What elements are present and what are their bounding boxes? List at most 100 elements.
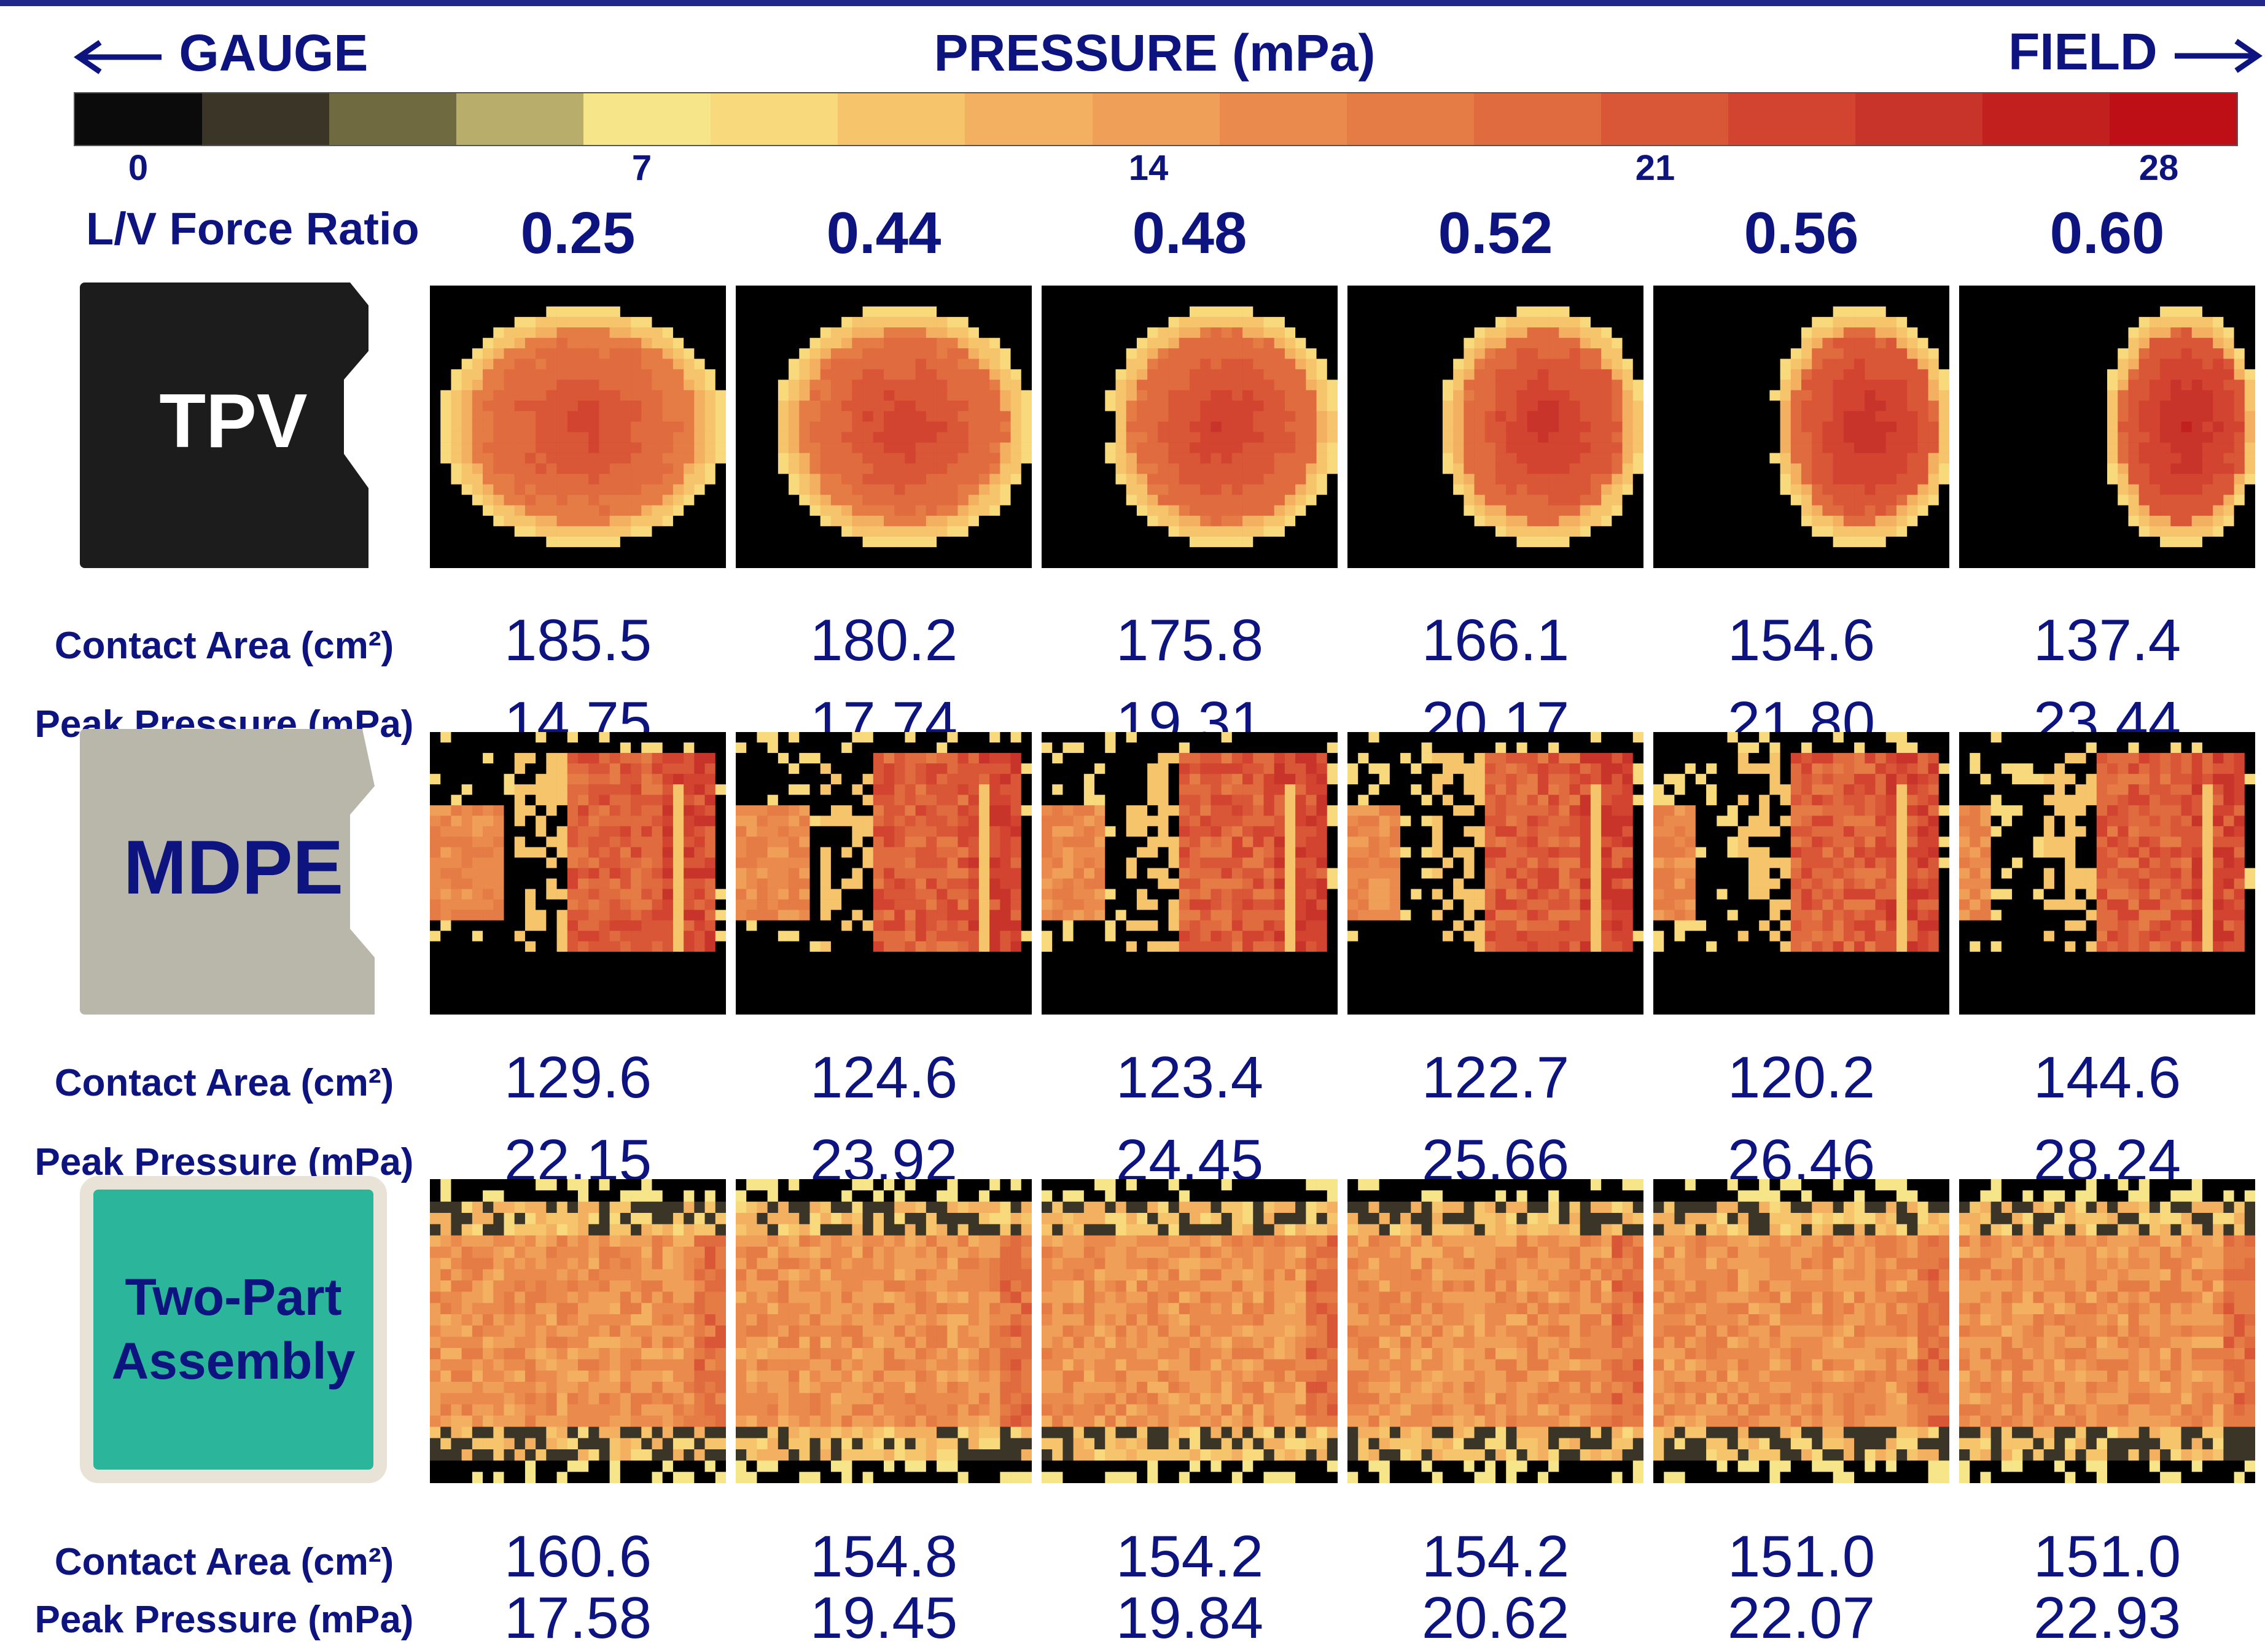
heatmap-cell (2044, 547, 2055, 558)
heatmap-cell (1959, 432, 1970, 443)
heatmap-cell (1685, 286, 1696, 296)
heatmap-cell (430, 847, 441, 857)
heatmap-cell (1664, 348, 1675, 359)
heatmap-cell (2223, 317, 2234, 327)
heatmap-cell (1485, 286, 1496, 296)
heatmap-cell (2150, 338, 2161, 348)
heatmap-cell (641, 805, 652, 816)
heatmap-cell (1780, 474, 1791, 485)
heatmap-cell (1991, 390, 2002, 400)
heatmap-cell (789, 505, 800, 516)
heatmap-cell (525, 816, 536, 826)
heatmap-cell (2075, 317, 2086, 327)
heatmap-cell (546, 816, 557, 826)
heatmap-cell (937, 443, 948, 453)
heatmap-cell (610, 443, 621, 453)
heatmap-cell (799, 485, 810, 495)
heatmap-cell (610, 732, 621, 742)
heatmap-cell (1200, 495, 1211, 505)
heatmap-cell (1559, 495, 1570, 505)
heatmap-cell (1390, 505, 1401, 516)
heatmap-cell (1158, 286, 1169, 296)
heatmap-cell (2128, 526, 2139, 537)
heatmap-cell (1812, 495, 1823, 505)
heatmap-cell (1158, 474, 1169, 485)
heatmap-cell (1042, 432, 1053, 443)
heatmap-cell (852, 432, 863, 443)
heatmap-cell (2012, 390, 2023, 400)
heatmap-cell (768, 474, 779, 485)
heatmap-cell (2054, 317, 2065, 327)
heatmap-cell (684, 753, 695, 763)
heatmap-cell (1865, 537, 1876, 547)
heatmap-cell (1970, 485, 1981, 495)
heatmap-cell (1548, 505, 1559, 516)
heatmap-cell (1485, 421, 1496, 432)
heatmap-cell (1928, 421, 1939, 432)
heatmap-cell (715, 795, 726, 805)
heatmap-cell (1664, 516, 1675, 526)
heatmap-cell (1538, 390, 1549, 400)
heatmap-cell (736, 359, 747, 369)
heatmap-cell (1116, 526, 1127, 537)
heatmap-cell (1317, 474, 1328, 485)
heatmap-cell (1190, 547, 1201, 558)
heatmap-cell (1527, 296, 1538, 306)
heatmap-cell (430, 443, 441, 453)
gauge-label: GAUGE (72, 23, 368, 83)
heatmap-cell (2139, 421, 2150, 432)
heatmap-cell (525, 390, 536, 400)
heatmap-cell (2065, 474, 2076, 485)
heatmap-cell (546, 537, 557, 547)
heatmap-cell (1791, 411, 1802, 421)
heatmap-cell (1633, 327, 1643, 338)
heatmap-cell (1897, 432, 1908, 443)
heatmap-cell (1685, 443, 1696, 453)
heatmap-cell (663, 868, 674, 878)
heatmap-cell (578, 495, 589, 505)
heatmap-cell (1021, 526, 1032, 537)
heatmap-cell (1126, 474, 1137, 485)
heatmap-cell (1538, 400, 1549, 411)
heatmap-cell (1653, 432, 1664, 443)
heatmap-cell (546, 805, 557, 816)
heatmap-cell (1917, 558, 1928, 568)
heatmap-cell (451, 784, 462, 795)
heatmap-cell (863, 400, 874, 411)
heatmap-cell (652, 359, 663, 369)
heatmap-cell (2192, 390, 2203, 400)
heatmap-cell (1485, 526, 1496, 537)
heatmap-cell (1865, 369, 1876, 380)
heatmap-cell (451, 742, 462, 753)
heatmap-cell (451, 836, 462, 847)
heatmap-cell (1738, 558, 1749, 568)
heatmap-cell (1074, 327, 1085, 338)
heatmap-cell (430, 732, 441, 742)
heatmap-cell (1580, 526, 1591, 537)
heatmap-cell (2160, 421, 2171, 432)
heatmap-cell (472, 400, 483, 411)
heatmap-cell (2054, 327, 2065, 338)
heatmap-cell (1897, 547, 1908, 558)
heatmap-cell (2044, 338, 2055, 348)
heatmap-cell (1190, 327, 1201, 338)
heatmap-cell (884, 453, 895, 464)
heatmap-cell (2202, 464, 2213, 474)
heatmap-cell (1295, 296, 1306, 306)
heatmap-cell (789, 453, 800, 464)
heatmap-cell (2150, 432, 2161, 443)
heatmap-cell (1664, 327, 1675, 338)
heatmap-cell (2033, 359, 2045, 369)
heatmap-cell (1274, 380, 1285, 390)
heatmap-cell (1400, 369, 1411, 380)
heatmap-cell (620, 753, 631, 763)
heatmap-cell (462, 547, 473, 558)
heatmap-cell (673, 826, 684, 836)
heatmap-cell (1917, 495, 1928, 505)
heatmap-cell (1443, 380, 1454, 390)
contact-area-value: 180.2 (743, 607, 1025, 674)
heatmap-cell (546, 443, 557, 453)
heatmap-cell (451, 327, 462, 338)
heatmap-cell (525, 474, 536, 485)
heatmap-cell (641, 868, 652, 878)
